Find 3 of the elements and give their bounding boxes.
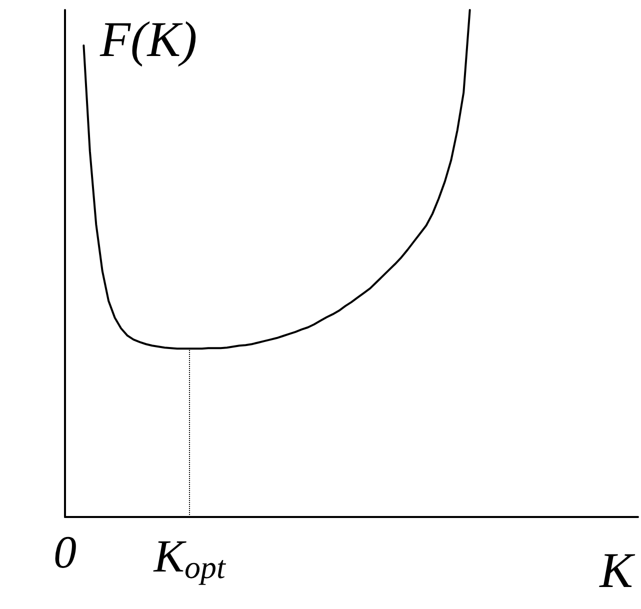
y-axis-title: F(K) (99, 11, 198, 67)
x-tick-label: 0 (54, 526, 76, 578)
x-axis-title: K (598, 542, 636, 598)
